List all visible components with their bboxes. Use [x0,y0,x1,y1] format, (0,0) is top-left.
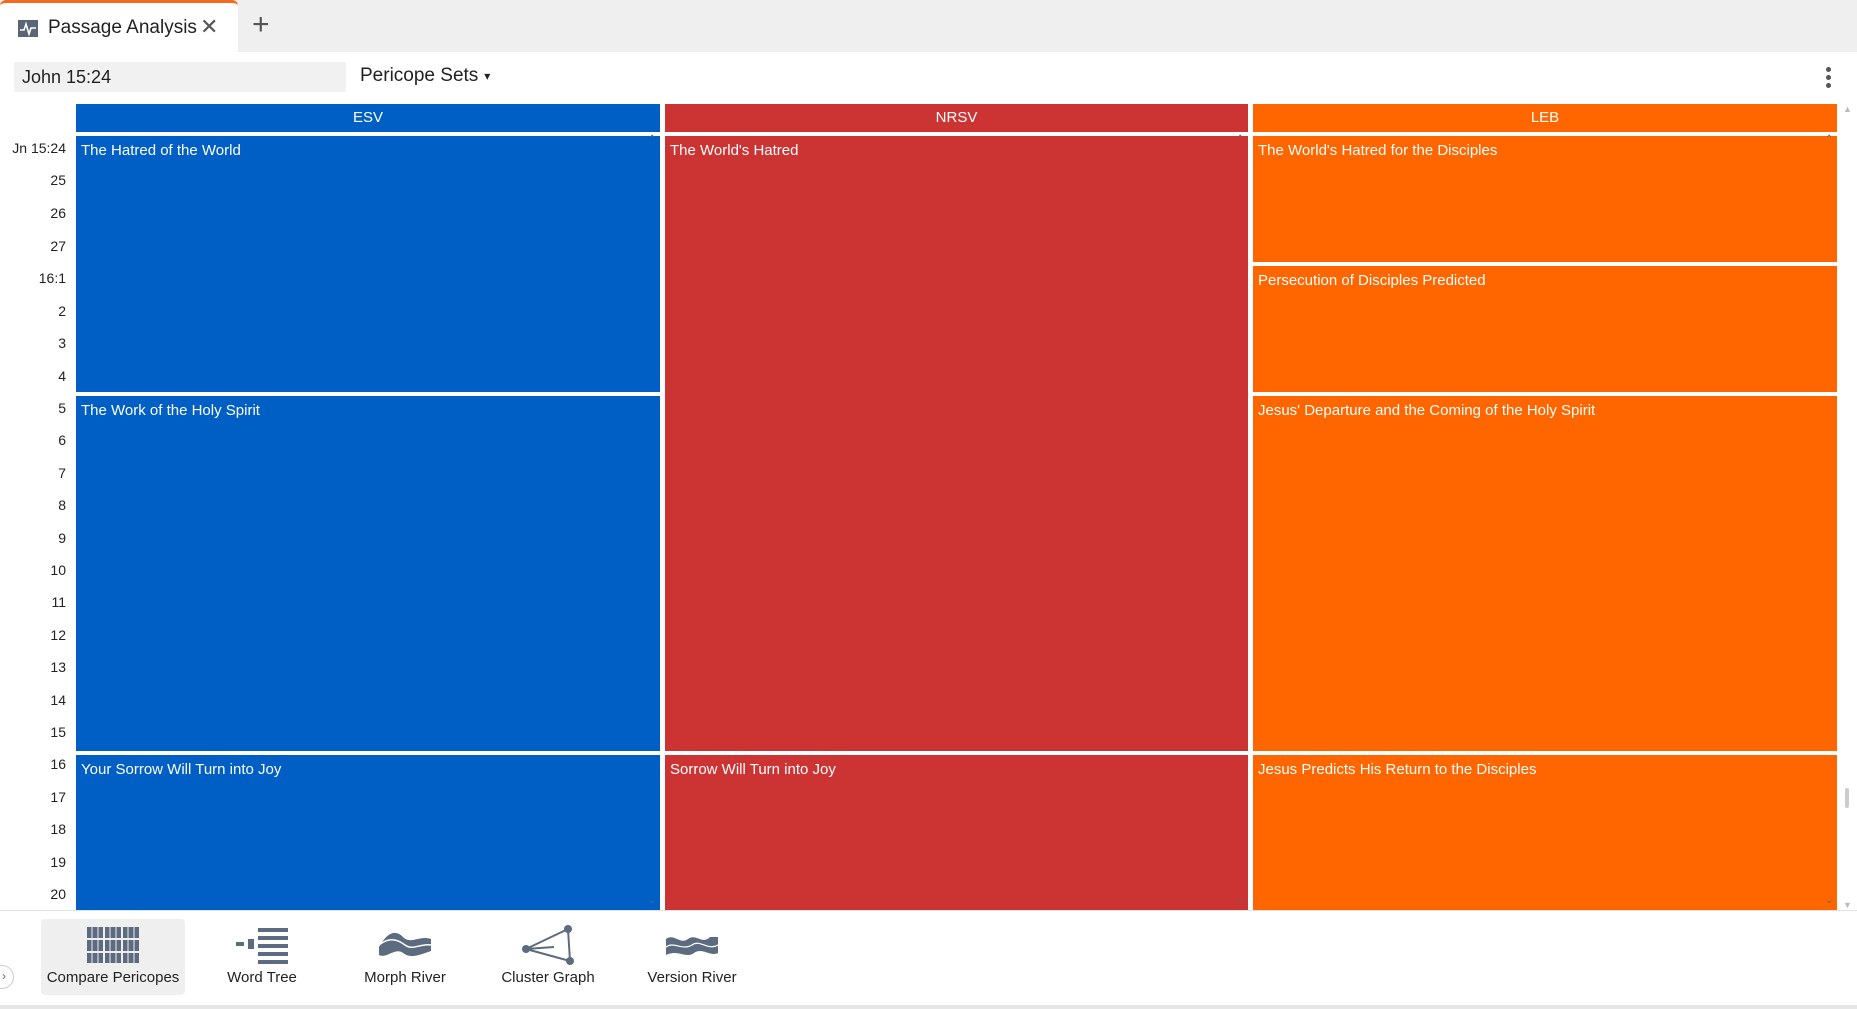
tool-label: Word Tree [227,969,297,986]
dropdown-label: Pericope Sets [360,65,479,86]
tool-label: Compare Pericopes [46,969,180,986]
tool-label: Version River [647,969,737,986]
verse-label: 9 [58,530,66,546]
verse-label: 6 [58,432,66,448]
tool-word-tree[interactable]: Word Tree [200,919,324,995]
verse-label: 19 [50,854,66,870]
pericope-block-esv[interactable]: The Hatred of the World [76,136,660,392]
compare-pericopes-icon [87,927,139,963]
pericope-block-leb[interactable]: The World's Hatred for the Disciples [1253,136,1837,262]
morph-river-icon [378,932,432,957]
verse-label: 3 [58,335,66,351]
tab-passage-analysis[interactable]: Passage Analysis ✕ [0,0,238,52]
version-river-icon [665,937,719,955]
verse-label: 11 [51,594,66,610]
tool-label: Cluster Graph [501,969,595,986]
chevron-up-icon[interactable]: ⌃ [1825,134,1834,145]
verse-label: 15 [50,724,66,740]
pericope-block-nrsv[interactable]: The World's Hatred [665,136,1248,751]
pericope-title: Sorrow Will Turn into Joy [670,761,836,778]
verse-label: 18 [50,821,66,837]
pericope-title: The Hatred of the World [81,142,241,159]
pericope-block-esv[interactable]: Your Sorrow Will Turn into Joy [76,755,660,910]
pericope-sets-dropdown[interactable]: Pericope Sets ▾ [360,65,490,87]
verse-label: 4 [58,368,66,384]
verse-label: Jn 15:24 [12,140,66,156]
tool-morph-river[interactable]: Morph River [340,919,470,995]
compare-pericopes-grid: ESV NRSV LEB Jn 15:24 25 26 27 16:1 2 3 … [0,102,1857,910]
pericope-title: The Work of the Holy Spirit [81,402,260,419]
verse-label: 8 [58,497,66,513]
visualization-toolbar: › Compare Pericopes Word Tree Morph Rive… [0,910,1857,1009]
scroll-down-icon[interactable]: ▼ [1843,900,1852,910]
verse-label: 12 [50,627,66,643]
verse-label: 16:1 [38,270,66,286]
passage-analysis-icon [18,20,38,37]
scroll-up-icon[interactable]: ▲ [1843,104,1852,114]
verse-label: 25 [50,172,66,188]
pericope-block-leb[interactable]: Persecution of Disciples Predicted [1253,266,1837,392]
pericope-title: Your Sorrow Will Turn into Joy [81,761,282,778]
toolbar: Pericope Sets ▾ [0,52,1857,102]
cluster-graph-icon [522,925,574,965]
word-tree-icon [236,928,288,964]
verse-label: 2 [58,303,66,319]
chevron-down-icon[interactable]: ⌄ [648,895,657,906]
pericope-title: The World's Hatred for the Disciples [1258,142,1498,159]
column-header-leb[interactable]: LEB [1253,104,1837,132]
tool-cluster-graph[interactable]: Cluster Graph [486,919,610,995]
add-tab-icon[interactable]: + [252,8,270,41]
pericope-block-nrsv[interactable]: Sorrow Will Turn into Joy [665,755,1248,910]
verse-label: 13 [50,659,66,675]
tool-label: Morph River [364,969,446,986]
chevron-down-icon: ▾ [484,68,491,83]
column-header-nrsv[interactable]: NRSV [665,104,1248,132]
chevron-up-icon[interactable]: ⌃ [1236,134,1245,145]
chevron-down-icon[interactable]: ⌄ [1825,895,1834,906]
tool-compare-pericopes[interactable]: Compare Pericopes [41,919,185,995]
pericope-title: Persecution of Disciples Predicted [1258,272,1486,289]
column-header-esv[interactable]: ESV [76,104,660,132]
bottom-border [0,1005,1857,1009]
verse-label: 10 [50,562,66,578]
chevron-down-icon[interactable]: ⌄ [1236,895,1245,906]
scrollbar-thumb[interactable] [1845,788,1849,808]
verse-label: 16 [50,756,66,772]
chevron-up-icon[interactable]: ⌃ [648,134,657,145]
verse-label: 20 [50,886,66,902]
pericope-block-leb[interactable]: Jesus' Departure and the Coming of the H… [1253,396,1837,751]
verse-label: 26 [50,205,66,221]
vertical-scrollbar[interactable]: ▲ ▼ [1842,104,1852,910]
pericope-title: Jesus' Departure and the Coming of the H… [1258,402,1596,419]
pericope-block-leb[interactable]: Jesus Predicts His Return to the Discipl… [1253,755,1837,910]
pericope-title: The World's Hatred [670,142,799,159]
expand-panel-icon[interactable]: › [0,965,14,989]
tool-version-river[interactable]: Version River [632,919,752,995]
verse-label: 7 [58,465,66,481]
close-icon[interactable]: ✕ [200,14,219,39]
verse-label: 5 [58,400,66,416]
tab-title: Passage Analysis [48,17,197,38]
verse-label: 17 [50,789,66,805]
reference-input[interactable] [14,62,346,92]
pericope-block-esv[interactable]: The Work of the Holy Spirit [76,396,660,751]
verse-label: 27 [50,238,66,254]
pericope-title: Jesus Predicts His Return to the Discipl… [1258,761,1537,778]
tab-bar: Passage Analysis ✕ + [0,0,1857,52]
verse-label: 14 [50,692,66,708]
more-options-icon[interactable] [1818,64,1838,92]
